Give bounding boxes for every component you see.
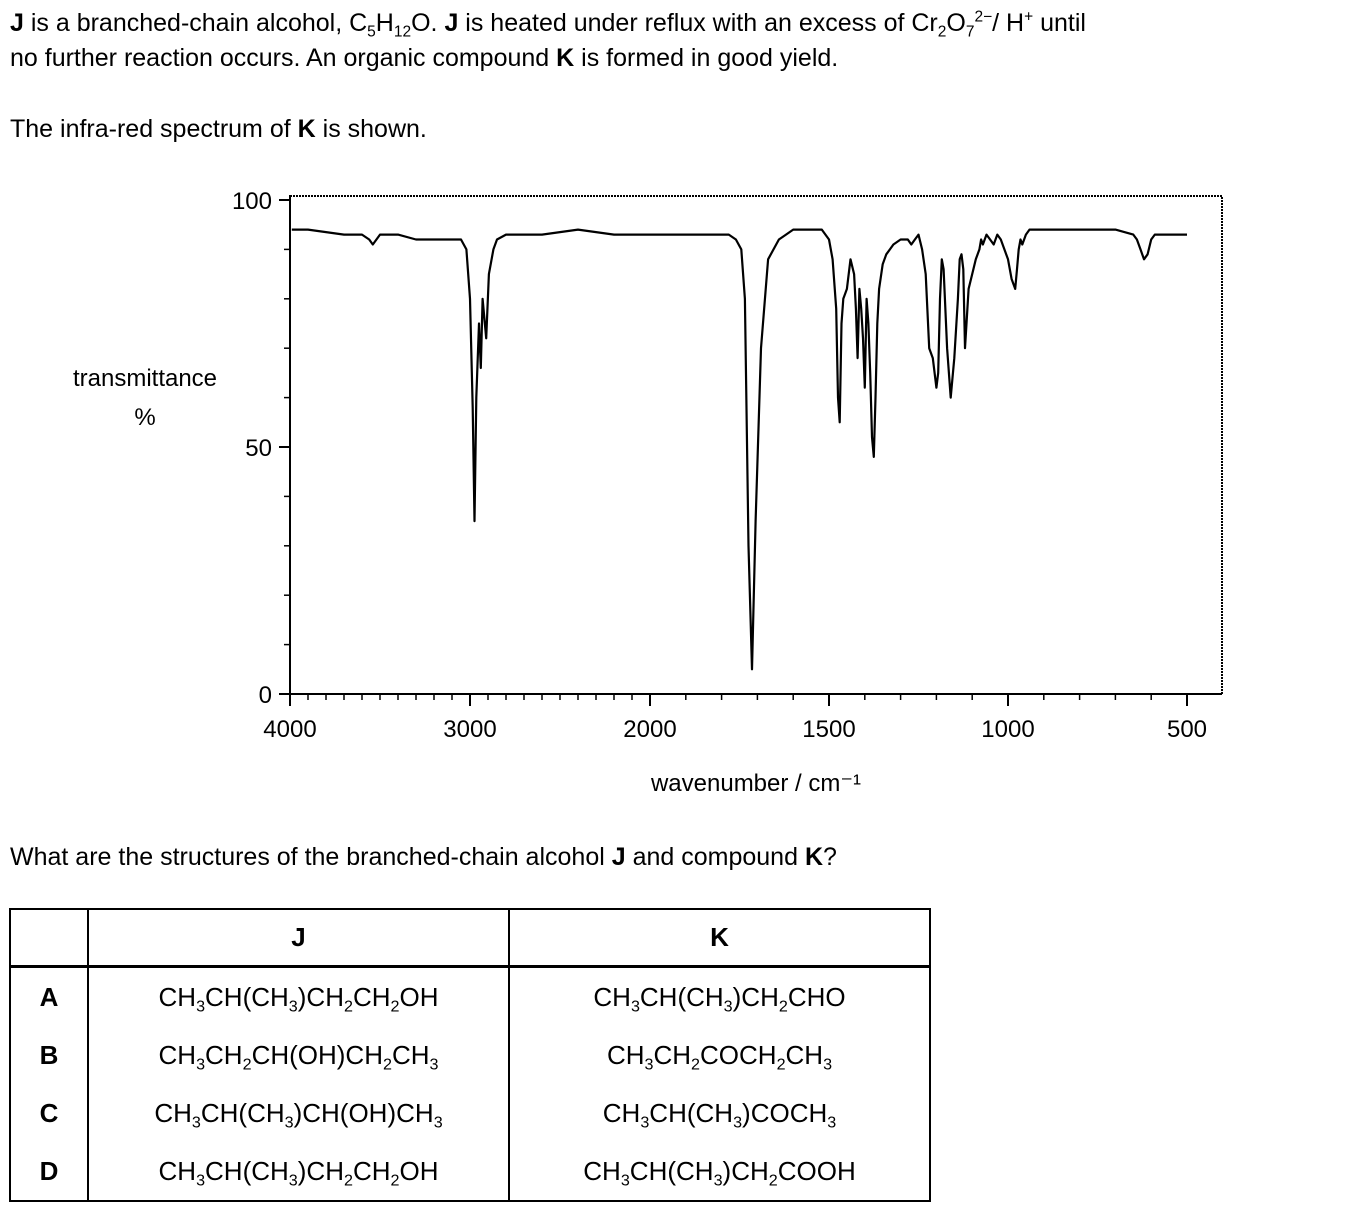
spectrum-series-line [291,228,1187,671]
intro-paragraph: J is a branched-chain alcohol, C5H12O. J… [10,6,1086,76]
y-tick-label: 100 [232,188,272,215]
option-c-k: CH3CH(CH3)COCH3 [508,1084,931,1142]
header-j: J [87,909,510,968]
question-text: What are the structures of the branched-… [10,840,837,875]
option-a-k: CH3CH(CH3)CH2CHO [508,966,931,1026]
x-tick-label: 2000 [623,716,676,743]
question-part: What are the structures of the branched-… [10,843,612,871]
y-tick-label: 0 [259,682,272,709]
option-a-j: CH3CH(CH3)CH2CH2OH [87,966,510,1026]
option-letter: D [9,1142,89,1201]
option-row-c[interactable]: C CH3CH(CH3)CH(OH)CH3 CH3CH(CH3)COCH3 [9,1084,931,1142]
option-row-d[interactable]: D CH3CH(CH3)CH2CH2OH CH3CH(CH3)CH2COOH [9,1142,931,1201]
answer-options-table: J K A CH3CH(CH3)CH2CH2OH CH3CH(CH3)CH2CH… [9,908,931,1202]
subscript: 7 [965,23,975,41]
x-axis-ticks: 4000 3000 2000 1500 1000 500 [263,694,1207,743]
spectrum-intro-text: is shown. [315,115,427,143]
superscript: 2− [974,8,993,26]
compound-label-j: J [10,9,24,37]
compound-label-k: K [297,115,316,143]
subscript: 2 [937,23,947,41]
x-axis-label: wavenumber / cm⁻¹ [650,770,861,797]
intro-text: is heated under reflux with an excess of… [458,9,938,37]
x-minor-ticks [289,694,1188,700]
compound-label-j: J [611,843,626,871]
header-k: K [508,909,931,968]
x-tick-label: 500 [1167,716,1207,743]
intro-text: O. [411,9,445,37]
intro-text: no further reaction occurs. An organic c… [10,44,557,72]
option-b-j: CH3CH2CH(OH)CH2CH3 [87,1026,510,1084]
option-letter: B [9,1026,89,1084]
option-b-k: CH3CH2COCH2CH3 [508,1026,931,1084]
question-part: ? [823,843,837,871]
header-key-cell [9,909,89,968]
intro-text: / H [992,9,1025,37]
option-letter: C [9,1084,89,1142]
subscript: 5 [367,23,376,41]
intro-text: is a branched-chain alcohol, C [23,9,368,37]
question-part: and compound [625,843,805,871]
table-header-row: J K [9,909,931,968]
plot-frame [289,195,1223,695]
option-letter: A [9,966,89,1026]
x-tick-label: 3000 [443,716,496,743]
x-tick-label: 4000 [263,716,316,743]
x-tick-label: 1500 [802,716,855,743]
intro-text: until [1033,9,1086,37]
intro-text: O [946,9,966,37]
y-axis-ticks: 100 50 0 [232,188,290,709]
option-d-k: CH3CH(CH3)CH2COOH [508,1142,931,1201]
y-tick-label: 50 [245,435,272,462]
y-axis-label-line2: % [134,404,155,431]
spectrum-intro-text: The infra-red spectrum of [10,115,298,143]
option-d-j: CH3CH(CH3)CH2CH2OH [87,1142,510,1201]
x-tick-label: 1000 [981,716,1034,743]
subscript: 12 [393,23,412,41]
compound-label-k: K [804,843,823,871]
superscript: + [1024,8,1034,26]
option-row-a[interactable]: A CH3CH(CH3)CH2CH2OH CH3CH(CH3)CH2CHO [9,966,931,1026]
compound-label-k: K [556,44,575,72]
intro-text: is formed in good yield. [574,44,839,72]
intro-text: H [375,9,394,37]
y-axis-label-line1: transmittance [73,365,217,392]
option-c-j: CH3CH(CH3)CH(OH)CH3 [87,1084,510,1142]
compound-label-j: J [444,9,459,37]
spectrum-intro: The infra-red spectrum of K is shown. [10,112,427,147]
option-row-b[interactable]: B CH3CH2CH(OH)CH2CH3 CH3CH2COCH2CH3 [9,1026,931,1084]
